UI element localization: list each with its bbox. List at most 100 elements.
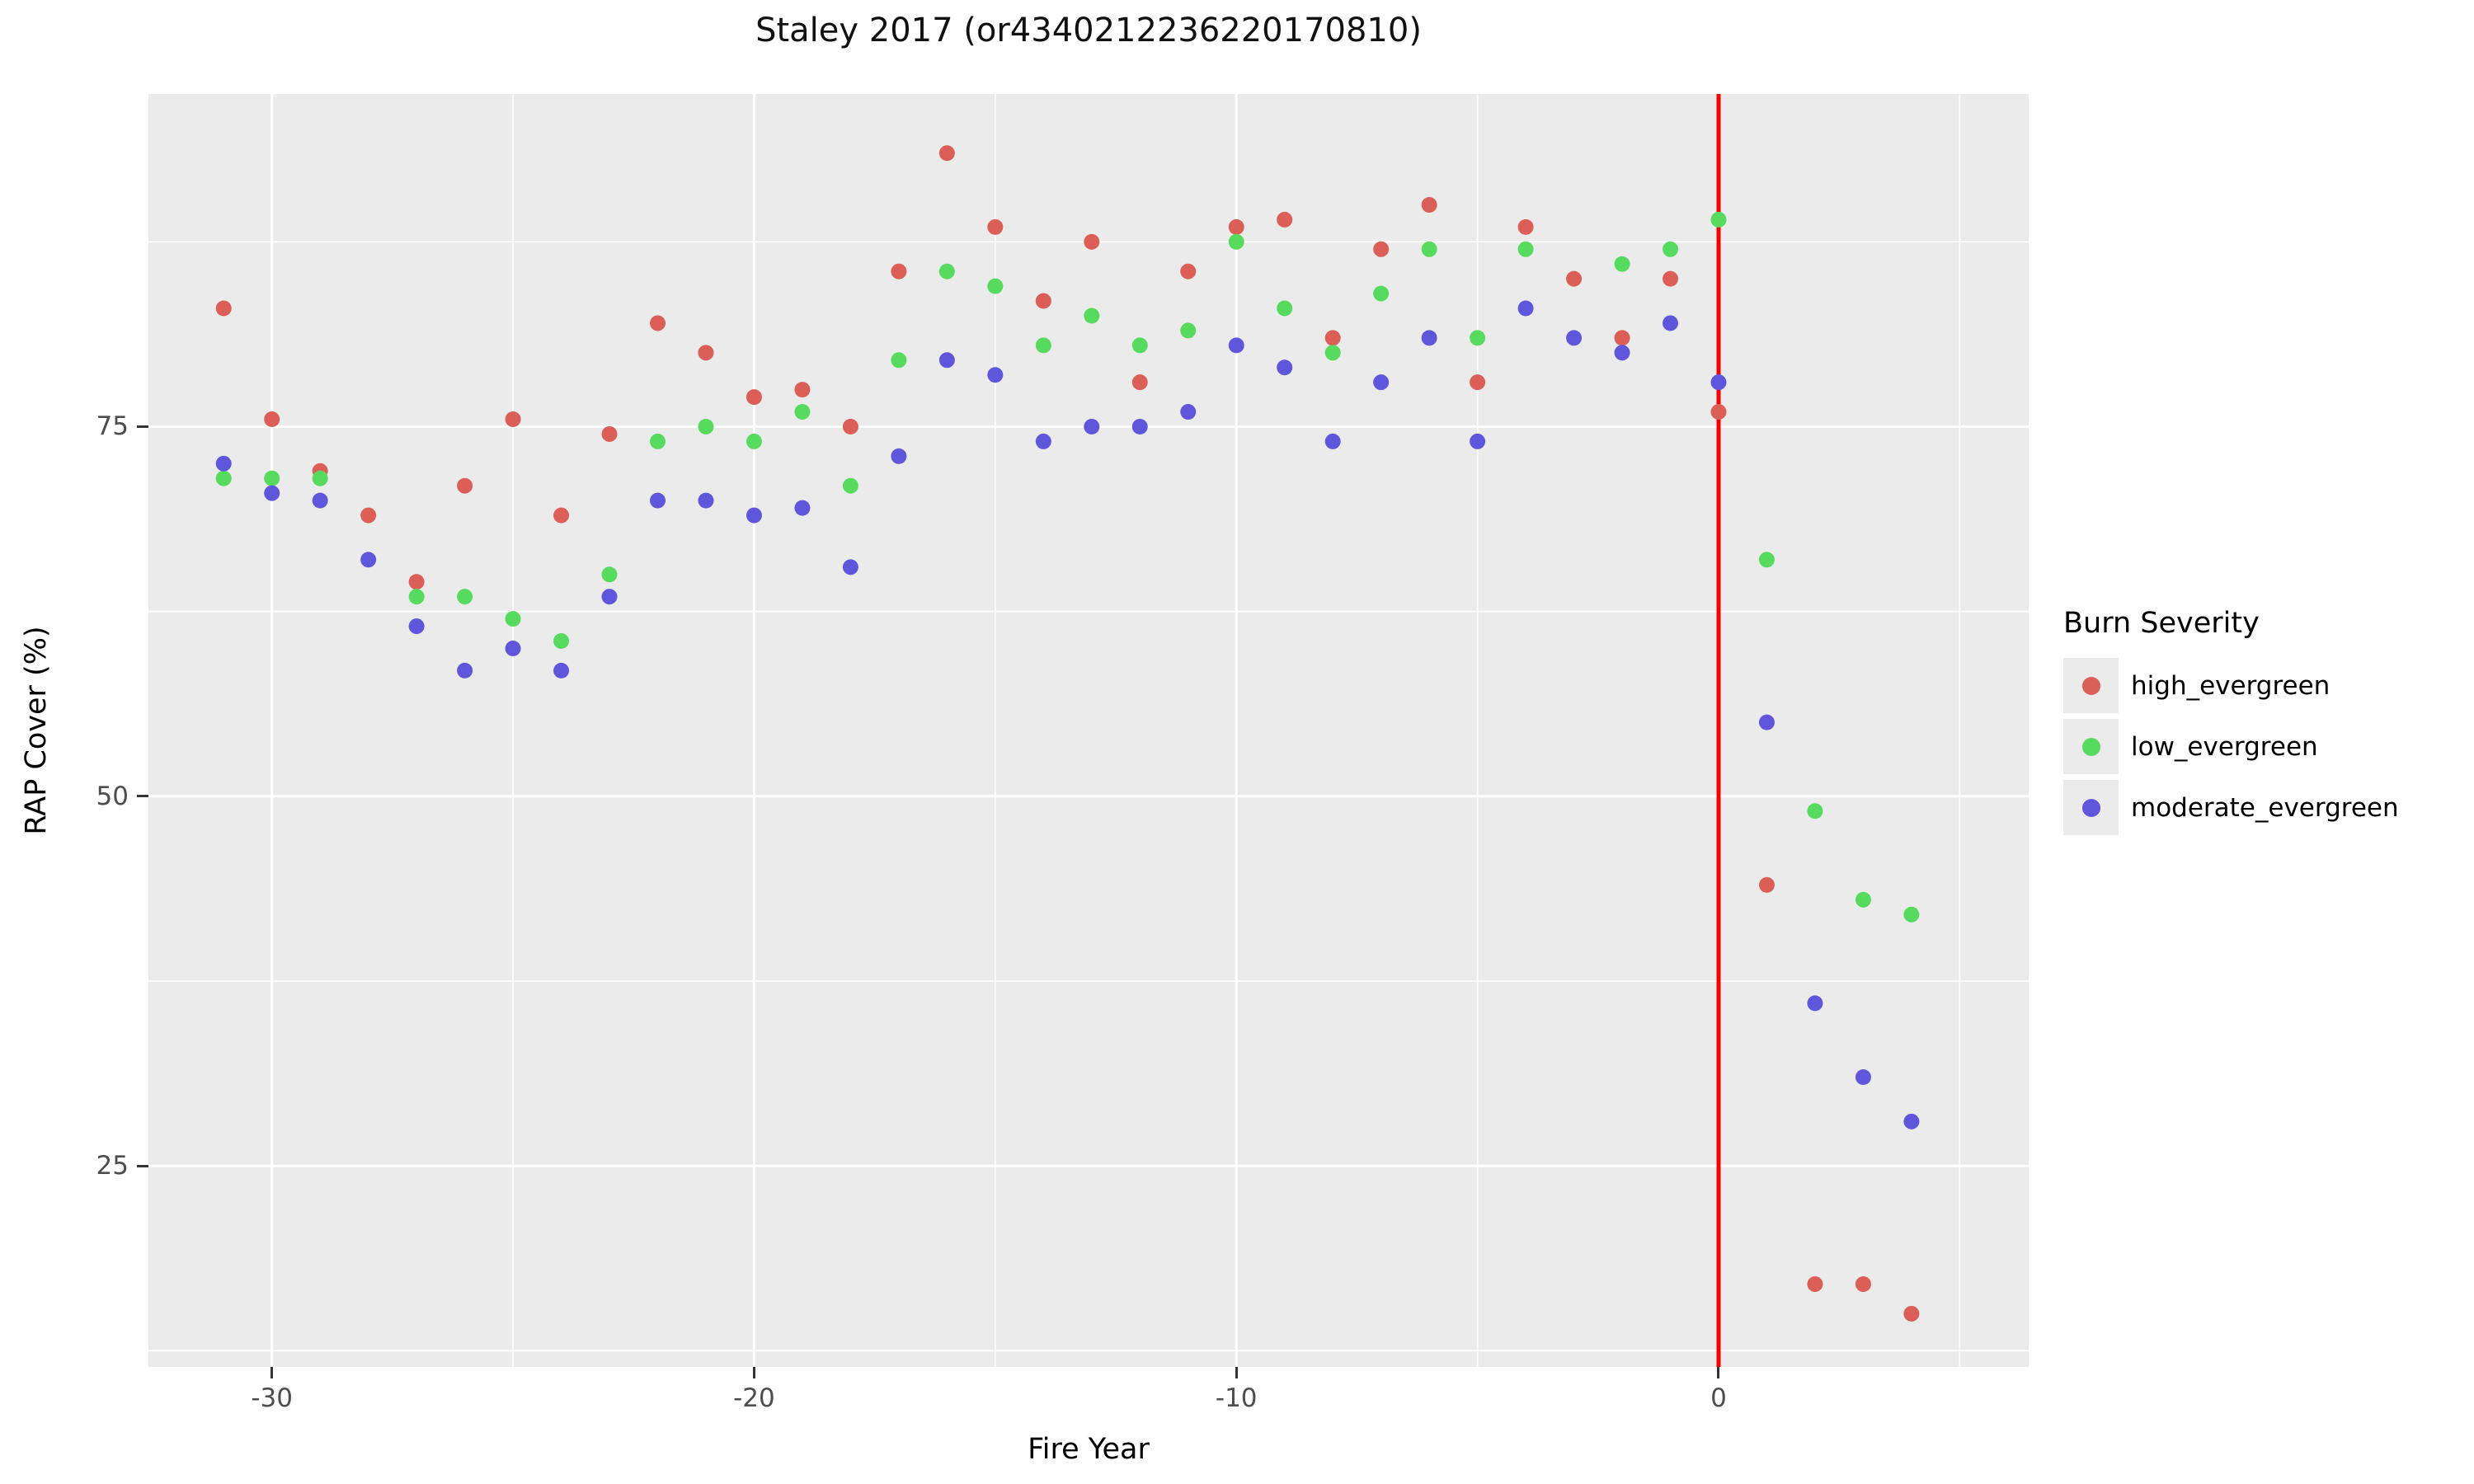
point-moderate_evergreen: [1228, 337, 1244, 354]
point-low_evergreen: [1131, 337, 1148, 354]
point-high_evergreen: [1277, 211, 1293, 228]
point-low_evergreen: [1277, 300, 1293, 317]
point-high_evergreen: [360, 507, 377, 524]
point-low_evergreen: [505, 611, 521, 627]
point-high_evergreen: [1035, 293, 1051, 309]
point-low_evergreen: [1373, 285, 1390, 302]
point-high_evergreen: [1710, 404, 1727, 420]
point-low_evergreen: [601, 566, 618, 583]
x-tick-mark: [1717, 1367, 1720, 1378]
point-low_evergreen: [1035, 337, 1051, 354]
legend-label: low_evergreen: [2131, 731, 2318, 762]
point-high_evergreen: [1180, 263, 1197, 279]
point-moderate_evergreen: [650, 492, 666, 509]
plot-panel: [148, 94, 2029, 1367]
point-moderate_evergreen: [1903, 1113, 1920, 1129]
point-low_evergreen: [1710, 211, 1727, 228]
point-moderate_evergreen: [1855, 1069, 1871, 1086]
point-low_evergreen: [1084, 308, 1100, 324]
scatter-plot-canvas: [148, 94, 2029, 1367]
moderate-evergreen-dot-icon: [2081, 798, 2100, 817]
point-high_evergreen: [1131, 374, 1148, 391]
point-high_evergreen: [601, 425, 618, 442]
point-low_evergreen: [215, 470, 232, 486]
y-tick-label: 75: [96, 411, 129, 442]
point-high_evergreen: [553, 507, 570, 524]
point-moderate_evergreen: [794, 500, 811, 516]
point-low_evergreen: [312, 470, 328, 486]
point-high_evergreen: [794, 382, 811, 398]
point-low_evergreen: [650, 433, 666, 449]
point-high_evergreen: [1373, 241, 1390, 257]
legend-key-box: [2063, 780, 2119, 835]
legend-item-moderate-evergreen: moderate_evergreen: [2063, 780, 2399, 835]
point-low_evergreen: [1470, 330, 1486, 346]
point-low_evergreen: [1903, 906, 1920, 923]
point-moderate_evergreen: [215, 455, 232, 472]
point-high_evergreen: [842, 418, 858, 434]
point-high_evergreen: [215, 300, 232, 317]
point-moderate_evergreen: [360, 552, 377, 568]
point-low_evergreen: [1663, 241, 1679, 257]
x-tick-mark: [270, 1367, 274, 1378]
point-moderate_evergreen: [987, 367, 1004, 383]
legend-label: moderate_evergreen: [2131, 792, 2399, 823]
x-tick-mark: [1235, 1367, 1238, 1378]
point-moderate_evergreen: [842, 559, 858, 575]
point-low_evergreen: [457, 589, 473, 605]
legend-key-box: [2063, 719, 2119, 774]
point-low_evergreen: [1180, 322, 1197, 339]
point-moderate_evergreen: [1566, 330, 1583, 346]
point-high_evergreen: [264, 411, 280, 428]
legend-item-high-evergreen: high_evergreen: [2063, 658, 2399, 713]
point-moderate_evergreen: [745, 507, 762, 524]
point-moderate_evergreen: [1517, 300, 1534, 317]
chart-title: Staley 2017 (or4340212236220170810): [755, 12, 1422, 49]
legend-item-low-evergreen: low_evergreen: [2063, 719, 2399, 774]
point-moderate_evergreen: [1324, 433, 1341, 449]
y-tick-mark: [137, 425, 148, 428]
point-high_evergreen: [1517, 218, 1534, 235]
x-tick-label: -30: [251, 1383, 293, 1413]
point-moderate_evergreen: [938, 352, 955, 369]
point-low_evergreen: [1855, 891, 1871, 908]
x-tick-mark: [752, 1367, 755, 1378]
legend-key-box: [2063, 658, 2119, 713]
legend-label: high_evergreen: [2131, 670, 2331, 701]
point-high_evergreen: [1614, 330, 1630, 346]
point-moderate_evergreen: [698, 492, 714, 509]
point-moderate_evergreen: [1710, 374, 1727, 391]
point-high_evergreen: [987, 218, 1004, 235]
x-tick-label: 0: [1710, 1383, 1727, 1413]
point-low_evergreen: [987, 278, 1004, 294]
point-low_evergreen: [1421, 241, 1437, 257]
point-high_evergreen: [698, 345, 714, 361]
point-high_evergreen: [938, 145, 955, 162]
point-low_evergreen: [553, 633, 570, 650]
point-high_evergreen: [457, 477, 473, 494]
point-moderate_evergreen: [553, 662, 570, 679]
point-high_evergreen: [1421, 196, 1437, 213]
point-high_evergreen: [1903, 1305, 1920, 1322]
point-moderate_evergreen: [601, 589, 618, 605]
point-low_evergreen: [1228, 233, 1244, 250]
point-moderate_evergreen: [264, 485, 280, 501]
point-moderate_evergreen: [1277, 359, 1293, 376]
point-high_evergreen: [650, 315, 666, 331]
point-high_evergreen: [1807, 1276, 1823, 1293]
point-high_evergreen: [505, 411, 521, 428]
point-moderate_evergreen: [312, 492, 328, 509]
point-low_evergreen: [842, 477, 858, 494]
point-high_evergreen: [1324, 330, 1341, 346]
y-tick-mark: [137, 1164, 148, 1167]
point-moderate_evergreen: [1663, 315, 1679, 331]
low-evergreen-dot-icon: [2081, 737, 2100, 756]
point-high_evergreen: [745, 389, 762, 406]
high-evergreen-dot-icon: [2081, 676, 2100, 695]
point-moderate_evergreen: [1807, 995, 1823, 1012]
point-low_evergreen: [698, 418, 714, 434]
y-tick-mark: [137, 795, 148, 798]
point-low_evergreen: [794, 404, 811, 420]
point-low_evergreen: [1324, 345, 1341, 361]
point-moderate_evergreen: [1373, 374, 1390, 391]
